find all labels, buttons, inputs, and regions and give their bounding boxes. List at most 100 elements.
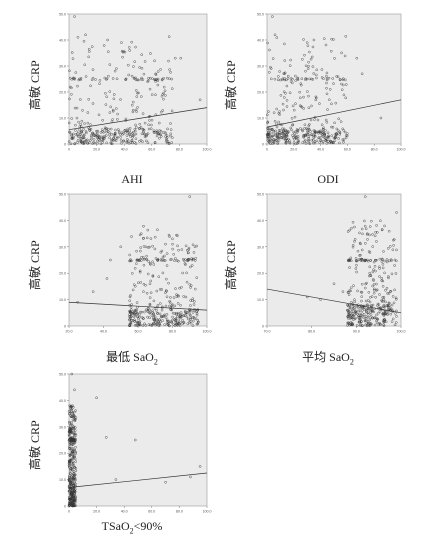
y-tick-label: 0: [262, 143, 264, 147]
data-point: [82, 133, 86, 137]
data-point: [287, 74, 290, 78]
data-point: [351, 303, 354, 307]
data-point: [174, 56, 177, 60]
data-point: [314, 95, 318, 99]
data-point: [283, 71, 287, 75]
data-point: [142, 224, 145, 228]
data-point: [273, 119, 277, 123]
data-point: [140, 76, 143, 80]
data-point: [332, 82, 335, 85]
data-point: [296, 140, 300, 143]
data-point: [71, 460, 75, 464]
data-point: [84, 75, 88, 78]
data-point: [130, 40, 133, 44]
data-point: [351, 308, 354, 312]
data-point: [88, 129, 92, 132]
data-point: [178, 324, 182, 327]
data-point: [70, 372, 74, 376]
data-point: [105, 141, 108, 145]
data-point: [364, 315, 368, 318]
data-point: [146, 307, 150, 311]
data-point: [187, 257, 190, 261]
data-point: [104, 92, 107, 95]
data-point: [348, 323, 351, 327]
data-point: [191, 243, 195, 247]
data-point: [74, 123, 77, 127]
data-point: [93, 141, 97, 145]
data-point: [134, 142, 138, 145]
y-tick-label: 50.0: [59, 193, 66, 197]
data-point: [175, 311, 178, 315]
data-point: [174, 257, 177, 260]
data-point: [179, 56, 183, 60]
data-point: [98, 79, 102, 82]
data-point: [302, 136, 305, 139]
data-point: [133, 438, 137, 442]
data-point: [325, 86, 328, 90]
data-point: [296, 128, 300, 132]
data-point: [312, 139, 315, 142]
data-point: [335, 127, 339, 131]
data-point: [148, 87, 152, 91]
data-point: [186, 248, 189, 252]
data-point: [88, 50, 91, 53]
data-point: [383, 259, 386, 263]
data-point: [315, 73, 318, 77]
x-tick-label: 60.0: [344, 148, 351, 152]
data-point: [72, 470, 76, 473]
data-point: [307, 141, 310, 145]
data-point: [150, 123, 153, 127]
data-point: [70, 93, 73, 96]
data-point: [70, 415, 73, 419]
data-point: [273, 33, 277, 37]
data-point: [187, 246, 191, 250]
data-point: [146, 310, 149, 313]
data-point: [279, 136, 282, 139]
data-point: [163, 89, 167, 93]
scatter-plot-odi: 0 10.0 20.0 30.0 40.0 50.0 0 20.0 40.0 60.0 80.0 10…: [257, 13, 406, 152]
data-point: [193, 245, 197, 249]
data-point: [276, 142, 279, 145]
data-point: [156, 312, 159, 315]
data-point: [359, 305, 363, 308]
data-point: [124, 117, 128, 121]
data-point: [134, 78, 138, 82]
data-point: [156, 228, 159, 232]
data-point: [381, 285, 385, 288]
y-tick-label: 50.0: [59, 13, 66, 17]
data-point: [67, 410, 71, 413]
data-point: [299, 96, 302, 100]
data-point: [395, 211, 398, 214]
x-tick-label: 80.0: [371, 148, 378, 152]
data-point: [268, 71, 271, 74]
x-tick-label: 20.0: [93, 510, 100, 514]
data-point: [379, 116, 383, 120]
data-point: [291, 81, 294, 85]
data-point: [366, 311, 370, 315]
data-point: [137, 281, 140, 285]
data-point: [311, 45, 315, 49]
x-tick-label: 20.0: [290, 148, 297, 152]
data-point: [153, 59, 156, 63]
x-axis-label-odi: ODI: [317, 172, 339, 186]
data-point: [165, 289, 168, 292]
data-point: [382, 314, 386, 317]
data-point: [371, 316, 374, 319]
data-point: [160, 110, 163, 114]
data-point: [388, 308, 392, 312]
data-point: [285, 137, 288, 140]
data-point: [155, 78, 158, 81]
data-point: [150, 324, 154, 327]
data-point: [346, 304, 350, 308]
data-point: [122, 50, 125, 53]
data-point: [292, 141, 296, 144]
data-point: [378, 293, 381, 296]
data-point: [148, 302, 152, 306]
data-point: [79, 137, 83, 140]
data-point: [87, 98, 90, 101]
data-point: [142, 72, 146, 76]
data-point: [285, 134, 288, 138]
data-point: [354, 311, 358, 315]
data-point: [90, 45, 94, 48]
y-tick-label: 50.0: [59, 373, 66, 377]
